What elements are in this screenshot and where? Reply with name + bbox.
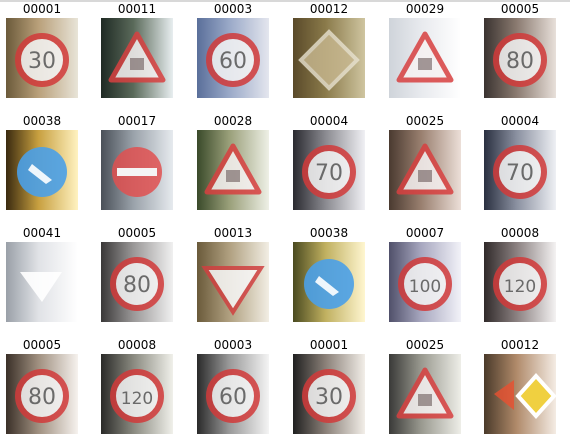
sign-diamond-small [494,373,556,419]
sign-value-text: 80 [28,385,56,410]
class-id-label: 00007 [405,226,445,240]
sign-thumbnail [484,354,556,434]
sign-thumbnail: 70 [484,130,556,210]
class-id-label: 00011 [117,2,157,16]
sign-thumbnail: 120 [101,354,173,434]
class-id-label: 00003 [213,2,253,16]
sign-value-text: 30 [315,385,343,410]
sign-speed: 70 [493,145,547,199]
class-id-label: 00028 [213,114,253,128]
sign-thumbnail [389,18,461,98]
sign-thumbnail [101,130,173,210]
sign-thumbnail: 60 [197,354,269,434]
sign-thumbnail [6,242,78,322]
top-divider [0,0,570,2]
sign-thumbnail: 30 [6,18,78,98]
sign-speed: 80 [493,33,547,87]
sign-value-text: 120 [121,389,153,409]
class-id-label: 00038 [309,226,349,240]
class-id-label: 00005 [500,2,540,16]
sign-diamond [298,29,360,91]
sign-thumbnail: 80 [6,354,78,434]
sign-yield [201,266,265,316]
sign-speed: 80 [110,257,164,311]
class-id-label: 00005 [117,226,157,240]
sign-value-text: 100 [409,277,441,297]
sign-noentry [112,147,162,197]
class-id-label: 00013 [213,226,253,240]
sign-value-text: 80 [123,273,151,298]
sign-speed: 120 [110,369,164,423]
class-id-label: 00004 [500,114,540,128]
sign-speed: 60 [206,33,260,87]
sign-speed: 60 [206,369,260,423]
sign-speed: 120 [493,257,547,311]
sign-thumbnail [197,242,269,322]
sign-triangle [108,31,166,83]
sign-value-text: 80 [506,49,534,74]
sign-thumbnail [389,130,461,210]
sign-thumbnail [293,242,365,322]
class-id-label: 00003 [213,338,253,352]
sign-thumbnail [389,354,461,434]
class-id-label: 00025 [405,114,445,128]
sign-thumbnail: 100 [389,242,461,322]
class-id-label: 00001 [22,2,62,16]
sign-blue-circle [304,259,354,309]
sign-thumbnail: 80 [484,18,556,98]
class-id-label: 00038 [22,114,62,128]
class-id-label: 00025 [405,338,445,352]
sign-thumbnail [101,18,173,98]
sign-triangle [396,143,454,195]
sign-faint [20,272,62,302]
sign-triangle [204,143,262,195]
sign-thumbnail: 30 [293,354,365,434]
sign-thumbnail: 80 [101,242,173,322]
class-id-label: 00005 [22,338,62,352]
sign-blue-circle [17,147,67,197]
sign-value-text: 70 [315,161,343,186]
sign-speed: 100 [398,257,452,311]
class-id-label: 00012 [309,2,349,16]
sign-speed: 80 [15,369,69,423]
class-id-label: 00008 [500,226,540,240]
sign-thumbnail: 70 [293,130,365,210]
class-id-label: 00008 [117,338,157,352]
sign-speed: 30 [302,369,356,423]
sign-triangle [396,367,454,419]
sign-speed: 30 [15,33,69,87]
sign-thumbnail [293,18,365,98]
sign-value-text: 60 [219,385,247,410]
sign-triangle [396,31,454,83]
sign-thumbnail: 60 [197,18,269,98]
sign-thumbnail [6,130,78,210]
sign-value-text: 60 [219,49,247,74]
class-id-label: 00012 [500,338,540,352]
class-id-label: 00041 [22,226,62,240]
class-id-label: 00001 [309,338,349,352]
sign-thumbnail: 120 [484,242,556,322]
sign-thumbnail [197,130,269,210]
sign-value-text: 70 [506,161,534,186]
class-id-label: 00029 [405,2,445,16]
sign-value-text: 120 [504,277,536,297]
sign-value-text: 30 [28,49,56,74]
class-id-label: 00017 [117,114,157,128]
sign-speed: 70 [302,145,356,199]
class-id-label: 00004 [309,114,349,128]
